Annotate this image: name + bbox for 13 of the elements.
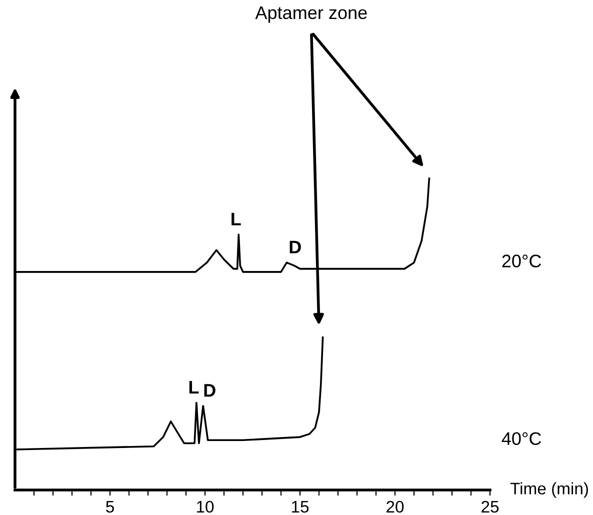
text: Aptamer zone	[255, 6, 367, 23]
text: 40°C	[502, 432, 542, 445]
x-axis-title: Time (min)	[510, 482, 588, 498]
x-tick-label: 5	[106, 501, 114, 513]
text: 20°C	[502, 254, 542, 268]
annotation: D	[290, 240, 301, 254]
annotation: L	[232, 212, 241, 226]
x-tick-label: 20	[386, 500, 404, 513]
annotation: L	[189, 381, 199, 394]
x-tick-label: 25	[482, 500, 499, 513]
x-tick-label: 10	[197, 500, 214, 513]
x-tick-label: 15	[292, 501, 309, 513]
annotation: D	[204, 384, 216, 397]
